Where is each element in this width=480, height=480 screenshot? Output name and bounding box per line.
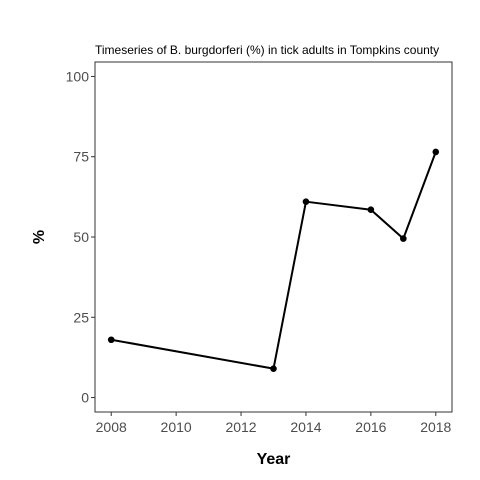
x-tick-label: 2008 xyxy=(96,419,127,435)
y-axis: 0 25 50 75 100 xyxy=(66,68,95,406)
plot-series xyxy=(107,148,440,372)
x-tick-label: 2016 xyxy=(355,419,386,435)
x-axis-title: Year xyxy=(257,451,291,468)
y-tick-label: 25 xyxy=(73,309,89,325)
y-tick-label: 100 xyxy=(66,68,90,84)
plot-panel-border xyxy=(94,61,453,413)
y-tick-label: 75 xyxy=(73,149,89,165)
y-tick-label: 0 xyxy=(81,390,89,406)
y-tick-label: 50 xyxy=(73,229,89,245)
data-point xyxy=(270,365,277,372)
x-tick-label: 2012 xyxy=(225,419,256,435)
data-point xyxy=(302,198,310,205)
x-tick-label: 2018 xyxy=(420,419,451,435)
data-point xyxy=(107,336,115,344)
y-axis-title: % xyxy=(31,230,48,244)
x-axis: 2008 2010 2012 2014 2016 2018 xyxy=(96,412,452,435)
chart-title: Timeseries of B. burgdorferi (%) in tick… xyxy=(95,43,439,57)
data-point xyxy=(367,206,375,214)
x-tick-label: 2010 xyxy=(161,419,192,435)
data-point xyxy=(432,148,440,156)
x-tick-label: 2014 xyxy=(290,419,321,435)
series-line xyxy=(111,151,437,370)
data-point xyxy=(400,235,407,242)
